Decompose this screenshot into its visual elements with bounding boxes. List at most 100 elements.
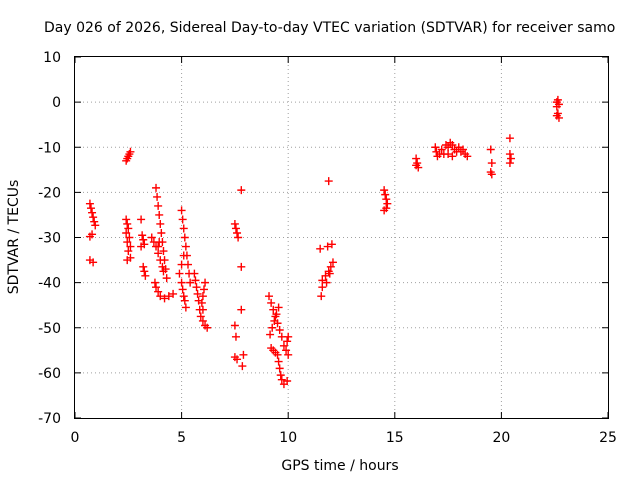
x-tick-label: 0 (71, 430, 80, 446)
data-point (90, 217, 99, 226)
data-point (234, 233, 243, 242)
data-point (122, 228, 131, 237)
y-tick-label: -10 (38, 140, 61, 156)
data-point (178, 215, 187, 224)
data-point (552, 102, 561, 111)
data-point (284, 350, 293, 359)
data-point (169, 289, 178, 298)
data-point (233, 228, 242, 237)
data-point (381, 190, 390, 199)
data-point (237, 305, 246, 314)
data-point (196, 312, 205, 321)
data-point (177, 278, 186, 287)
data-point (274, 357, 283, 366)
data-point (162, 274, 171, 283)
data-point (126, 253, 135, 262)
data-point (197, 298, 206, 307)
data-point (155, 210, 164, 219)
data-point (160, 256, 169, 265)
data-point (505, 134, 514, 143)
data-point (180, 296, 189, 305)
data-point (268, 323, 277, 332)
data-point (152, 283, 161, 292)
data-point (164, 292, 173, 301)
data-point (505, 150, 514, 159)
data-point (160, 294, 169, 303)
data-point (85, 199, 94, 208)
data-point (505, 159, 514, 168)
data-point (155, 238, 164, 247)
data-point (326, 262, 335, 271)
data-point (437, 145, 446, 154)
y-tick-labels: 10 0 -10 -20 -30 -40 -50 -60 -70 (38, 50, 61, 427)
data-point (153, 192, 162, 201)
data-point (459, 145, 468, 154)
data-point (154, 242, 163, 251)
chart-title: Day 026 of 2026, Sidereal Day-to-day VTE… (44, 20, 615, 36)
data-point (139, 235, 148, 244)
data-point (237, 262, 246, 271)
data-point (486, 145, 495, 154)
data-point (161, 265, 170, 274)
data-point (179, 224, 188, 233)
x-tick-label: 20 (492, 430, 510, 446)
data-point (123, 238, 132, 247)
data-point (126, 242, 135, 251)
data-point (454, 143, 463, 152)
data-point (159, 247, 168, 256)
data-point (89, 258, 98, 267)
data-point (138, 231, 147, 240)
data-point (230, 219, 239, 228)
y-tick-label: -40 (38, 276, 61, 292)
data-point (444, 150, 453, 159)
data-point (152, 183, 161, 192)
data-point (147, 233, 156, 242)
data-point (199, 285, 208, 294)
data-point (283, 337, 292, 346)
data-point (156, 219, 165, 228)
data-point (124, 224, 133, 233)
data-point (124, 247, 133, 256)
y-tick-label: -30 (38, 231, 61, 247)
data-point (123, 219, 132, 228)
data-point (270, 316, 279, 325)
data-points (85, 95, 563, 389)
data-point (275, 326, 284, 335)
x-axis-label: GPS time / hours (281, 458, 398, 474)
data-point (276, 371, 285, 380)
data-point (154, 201, 163, 210)
data-point (140, 267, 149, 276)
x-tick-label: 25 (599, 430, 617, 446)
data-point (86, 204, 95, 213)
data-point (322, 278, 331, 287)
data-point (412, 154, 421, 163)
data-point (125, 233, 134, 242)
data-point (192, 283, 201, 292)
data-point (157, 228, 166, 237)
data-point (178, 285, 187, 294)
data-point (193, 289, 202, 298)
data-point (382, 195, 391, 204)
data-point (181, 242, 190, 251)
data-point (318, 276, 327, 285)
data-point (463, 152, 472, 161)
data-point (321, 271, 330, 280)
data-point (239, 350, 248, 359)
grid-lines (75, 57, 608, 418)
data-point (175, 269, 184, 278)
y-tick-label: -70 (38, 411, 61, 427)
x-tick-label: 10 (279, 430, 297, 446)
data-point (273, 350, 282, 359)
data-point (126, 147, 135, 156)
x-tick-labels: 0 5 10 15 20 25 (71, 430, 617, 446)
data-point (137, 215, 146, 224)
data-point (316, 244, 325, 253)
data-point (327, 240, 336, 249)
data-point (177, 206, 186, 215)
data-point (328, 258, 337, 267)
plot-frame (74, 56, 609, 419)
y-tick-label: -50 (38, 321, 61, 337)
data-point (203, 323, 212, 332)
data-point (282, 346, 291, 355)
